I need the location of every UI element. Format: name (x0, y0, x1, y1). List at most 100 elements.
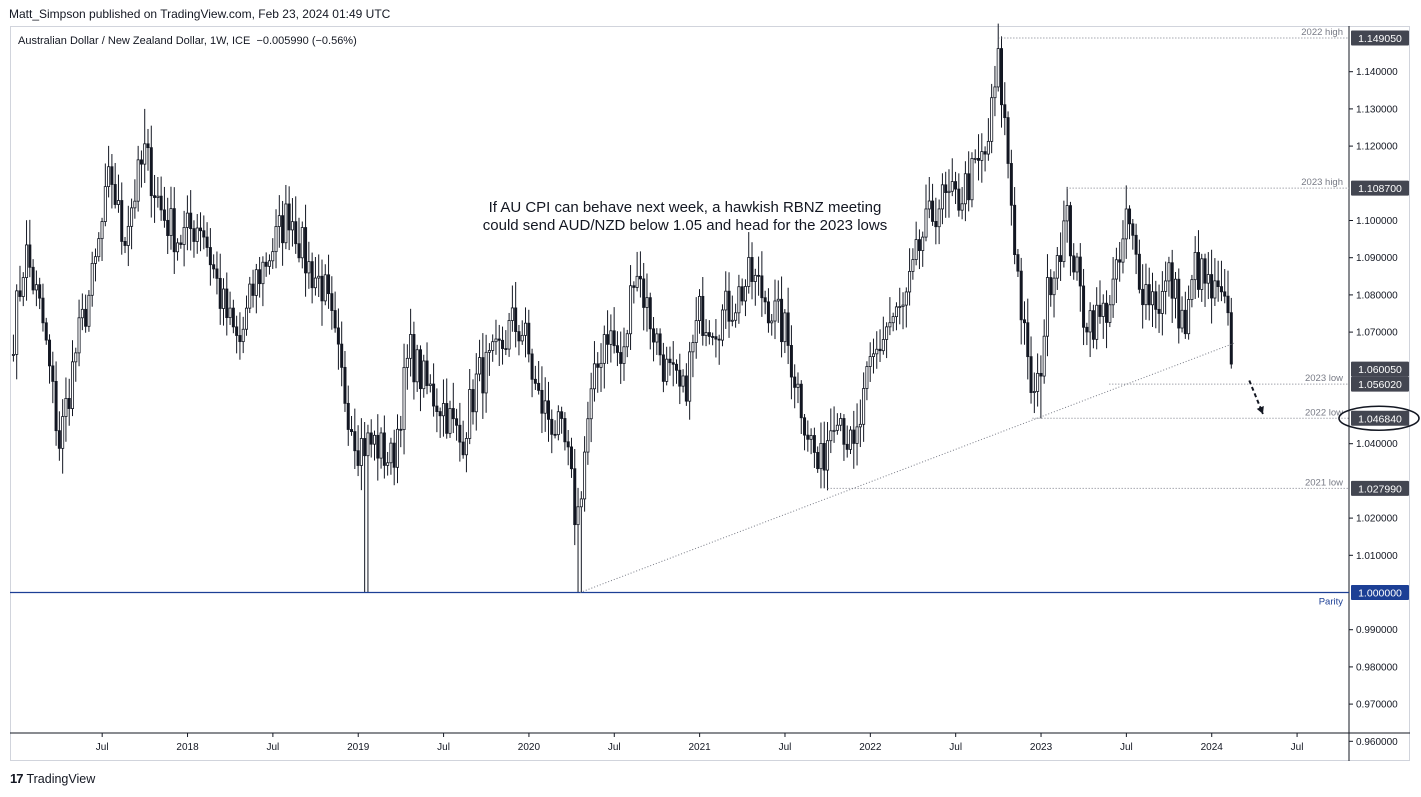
candle-body (786, 312, 790, 346)
candle-body (350, 429, 354, 432)
candle-body (1118, 259, 1122, 263)
candle-body (537, 382, 541, 391)
candle-body (737, 286, 741, 314)
candle-body (1180, 309, 1184, 329)
candle-body (1134, 234, 1138, 255)
candle-body (645, 297, 649, 308)
candle-body (382, 432, 386, 466)
candle-body (652, 328, 656, 343)
candle-body (993, 86, 997, 99)
candle-body (455, 418, 459, 426)
time-tick-label: Jul (949, 742, 962, 753)
candle-body (658, 333, 662, 356)
candle-body (317, 275, 321, 279)
candle-body (691, 342, 695, 353)
candle-body (990, 97, 994, 142)
candle-body (694, 320, 698, 343)
candle-body (38, 284, 42, 299)
candle-body (31, 266, 35, 291)
candle-body (330, 293, 334, 311)
level-price-text: 1.056020 (1358, 379, 1402, 391)
candle-body (954, 181, 958, 190)
candle-body (1072, 255, 1076, 273)
candle-body (1098, 304, 1102, 317)
candle-body (1108, 304, 1112, 323)
time-tick-label: 2024 (1201, 742, 1224, 753)
candle-body (386, 462, 390, 466)
price-tick-label: 0.990000 (1356, 625, 1398, 636)
candle-body (156, 195, 160, 198)
candle-body (113, 184, 117, 205)
candle-body (71, 361, 75, 409)
candle-body (556, 411, 560, 436)
candle-body (963, 173, 967, 205)
level-label: 2022 low (1305, 407, 1343, 418)
candle-body (199, 227, 203, 232)
symbol-legend[interactable]: Australian Dollar / New Zealand Dollar, … (18, 35, 357, 47)
candle-body (1062, 220, 1066, 263)
candle-body (881, 339, 885, 352)
candle-body (1114, 259, 1118, 280)
candle-body (1075, 256, 1079, 273)
time-tick-label: 2023 (1030, 742, 1053, 753)
candle-body (205, 236, 209, 248)
candle-body (812, 435, 816, 453)
candle-body (675, 363, 679, 371)
candle-body (133, 200, 137, 209)
candle-body (753, 274, 757, 282)
candle-body (632, 285, 636, 288)
candle-body (359, 438, 363, 466)
candle-body (491, 341, 495, 351)
symbol-name: Australian Dollar / New Zealand Dollar, … (18, 35, 251, 47)
time-tick-label: Jul (437, 742, 450, 753)
candle-body (740, 286, 744, 302)
candle-body (563, 418, 567, 443)
candle-body (1016, 254, 1020, 272)
candle-body (1091, 310, 1095, 340)
candle-body (389, 442, 393, 464)
price-tick-label: 1.120000 (1356, 142, 1398, 153)
candle-body (130, 207, 134, 227)
candle-body (261, 261, 265, 285)
candle-body (901, 304, 905, 307)
tradingview-brand[interactable]: 17 TradingView (10, 771, 95, 786)
tradingview-logo-icon: 17 (10, 771, 24, 786)
candle-body (927, 200, 931, 210)
candle-body (504, 348, 508, 350)
candle-body (87, 294, 91, 327)
candle-body (340, 343, 344, 368)
candle-body (159, 195, 163, 211)
candle-body (1223, 291, 1227, 297)
candle-body (1177, 278, 1181, 329)
candle-body (258, 269, 262, 285)
candle-body (313, 277, 317, 289)
candle-body (64, 398, 68, 417)
candle-body (852, 429, 856, 444)
candle-body (481, 357, 485, 394)
candle-body (1013, 204, 1017, 255)
candle-body (1128, 208, 1132, 225)
candle-body (235, 326, 239, 336)
candle-body (1036, 372, 1040, 392)
candle-body (353, 431, 357, 452)
candle-body (57, 430, 61, 449)
candle-body (1173, 278, 1177, 299)
candle-body (914, 239, 918, 260)
candle-body (530, 353, 534, 380)
candle-body (917, 239, 921, 251)
candle-body (934, 221, 938, 228)
candle-body (635, 275, 639, 288)
candle-body (589, 388, 593, 420)
candle-body (474, 373, 478, 413)
candle-body (103, 186, 107, 222)
candle-body (931, 200, 935, 222)
candle-body (888, 322, 892, 328)
candle-body (894, 306, 898, 318)
candle-body (1000, 48, 1004, 106)
candle-body (471, 389, 475, 413)
parity-price-tag (1351, 585, 1409, 600)
candle-body (750, 257, 754, 282)
candle-body (937, 208, 941, 228)
price-tick-label: 1.070000 (1356, 328, 1398, 339)
